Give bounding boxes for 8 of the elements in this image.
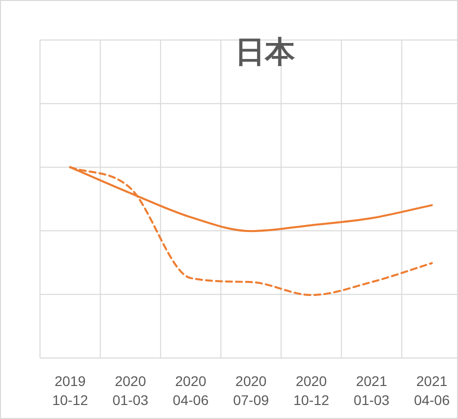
x-tick-label: 2020 10-12 (293, 373, 330, 408)
x-tick-label: 2021 01-03 (354, 373, 390, 408)
chart-title: 日本 (235, 36, 296, 69)
x-tick-label: 2021 04-06 (414, 373, 450, 408)
x-tick-label: 2020 01-03 (112, 373, 149, 408)
x-tick-label: 2020 07-09 (233, 373, 270, 408)
x-tick-label: 2019 10-12 (52, 373, 88, 408)
x-tick-label: 2020 04-06 (172, 373, 209, 408)
